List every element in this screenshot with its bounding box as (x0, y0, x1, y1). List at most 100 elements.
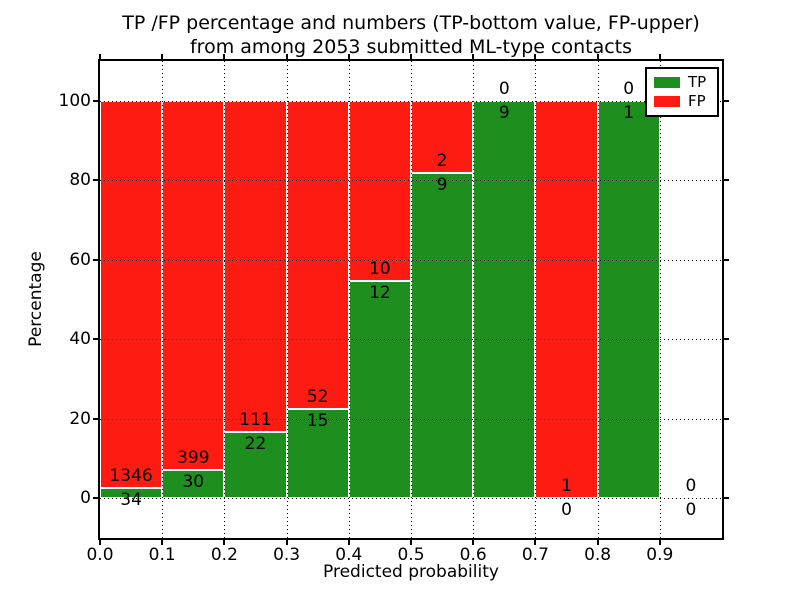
x-tick-mark-top (534, 54, 537, 59)
x-tick-mark-top (99, 54, 101, 59)
x-tick-mark-top (347, 54, 350, 59)
fp-color-swatch (654, 96, 680, 108)
y-tick-mark-right (724, 179, 729, 182)
x-tick-label: 0.2 (210, 545, 238, 565)
bar-fp-segment (162, 100, 225, 471)
x-tick-label: 0.9 (646, 545, 674, 565)
x-tick-mark (161, 540, 164, 545)
legend-entry-fp: FP (647, 94, 717, 109)
tp-color-swatch (654, 76, 680, 88)
fp-count-label: 10 (369, 259, 391, 280)
x-tick-mark (472, 540, 475, 545)
y-tick-mark (93, 258, 98, 261)
gridline-v (348, 61, 350, 538)
fp-count-label: 52 (306, 387, 329, 408)
tp-count-label: 34 (120, 490, 142, 511)
gridline-v (535, 61, 537, 538)
bar-fp-segment (411, 100, 474, 174)
y-axis-label: Percentage (26, 251, 46, 347)
x-tick-mark-top (223, 54, 226, 59)
bar-fp-segment (535, 100, 598, 499)
x-tick-mark-top (410, 54, 412, 59)
fp-count-label: 0 (685, 476, 697, 497)
y-tick-mark (93, 338, 98, 341)
x-tick-mark (347, 540, 350, 545)
gridline-v (411, 61, 412, 538)
x-tick-label: 0.8 (584, 545, 612, 565)
x-tick-label: 0.0 (86, 545, 114, 565)
gridline-v (162, 61, 164, 538)
x-tick-mark (285, 540, 288, 545)
x-tick-mark-top (285, 54, 288, 59)
tp-count-label: 0 (561, 500, 572, 521)
x-tick-mark (99, 540, 101, 545)
tp-count-label: 0 (685, 500, 697, 521)
bar-tp-segment (224, 432, 287, 499)
gridline-v (473, 61, 475, 538)
fp-count-label: 111 (239, 410, 272, 431)
gridline-v (597, 61, 599, 538)
x-tick-label: 0.5 (397, 545, 425, 565)
fp-count-label: 1 (561, 476, 572, 497)
bar-tp-segment (162, 470, 225, 499)
x-tick-mark (658, 540, 661, 545)
y-tick-label: 40 (69, 329, 91, 350)
x-tick-label: 0.6 (459, 545, 487, 565)
bar-tp-segment (597, 100, 660, 499)
x-tick-mark-top (658, 54, 661, 59)
y-tick-mark-right (724, 99, 729, 102)
gridline-v (224, 61, 226, 538)
bar-tp-segment (100, 488, 163, 499)
bar-fp-segment (100, 100, 163, 489)
x-tick-mark (596, 540, 599, 545)
fp-count-label: 0 (623, 78, 635, 99)
gridline-v (659, 61, 661, 538)
plot-area: TP FP 1346 34 399 30 111 22 52 15 10 12 2 9 0 9 1 0 0 1 0 0… (59, 54, 729, 565)
tp-count-label: 9 (436, 175, 448, 196)
y-tick-mark (93, 417, 98, 420)
tp-count-label: 12 (369, 283, 391, 304)
legend-entry-tp: TP (647, 72, 717, 91)
x-axis-label: Predicted probability (323, 562, 499, 582)
fp-count-label: 2 (436, 151, 448, 172)
y-tick-mark (93, 497, 98, 500)
y-tick-mark (93, 99, 98, 102)
fp-count-label: 1346 (109, 466, 153, 487)
tp-count-label: 1 (623, 102, 635, 123)
chart-title-line1: TP /FP percentage and numbers (TP-bottom… (122, 12, 700, 34)
x-tick-mark (410, 540, 412, 545)
y-tick-mark-right (724, 258, 729, 261)
x-tick-mark-top (472, 54, 475, 59)
bar-tp-segment (411, 173, 474, 499)
tp-count-label: 15 (306, 411, 329, 432)
bar-tp-segment (348, 281, 411, 499)
gridline-v (286, 61, 288, 538)
x-tick-mark-top (596, 54, 599, 59)
x-tick-label: 0.4 (335, 545, 363, 565)
x-tick-label: 0.3 (273, 545, 301, 565)
chart-title: TP /FP percentage and numbers (TP-bottom… (100, 11, 722, 59)
fp-legend-label: FP (688, 92, 706, 111)
y-tick-label: 80 (69, 170, 91, 191)
tp-count-label: 9 (498, 102, 510, 123)
bar-tp-segment (286, 409, 349, 499)
x-tick-label: 0.7 (521, 545, 549, 565)
chart-title-line2: from among 2053 submitted ML-type contac… (189, 36, 633, 58)
y-tick-label: 20 (69, 408, 91, 429)
bar-fp-segment (286, 100, 349, 410)
x-tick-mark (534, 540, 537, 545)
y-tick-mark (93, 179, 98, 182)
bar-fp-segment (348, 100, 411, 282)
bar-tp-segment (473, 100, 536, 499)
x-tick-mark (223, 540, 226, 545)
tp-legend-label: TP (688, 72, 707, 91)
tp-count-label: 22 (244, 434, 267, 455)
legend: TP FP (645, 67, 719, 117)
y-tick-mark-right (724, 338, 729, 341)
x-tick-label: 0.1 (148, 545, 176, 565)
y-tick-label: 100 (58, 90, 91, 111)
y-tick-mark-right (724, 417, 729, 420)
y-tick-label: 0 (80, 488, 91, 509)
bar-fp-segment (224, 100, 287, 433)
